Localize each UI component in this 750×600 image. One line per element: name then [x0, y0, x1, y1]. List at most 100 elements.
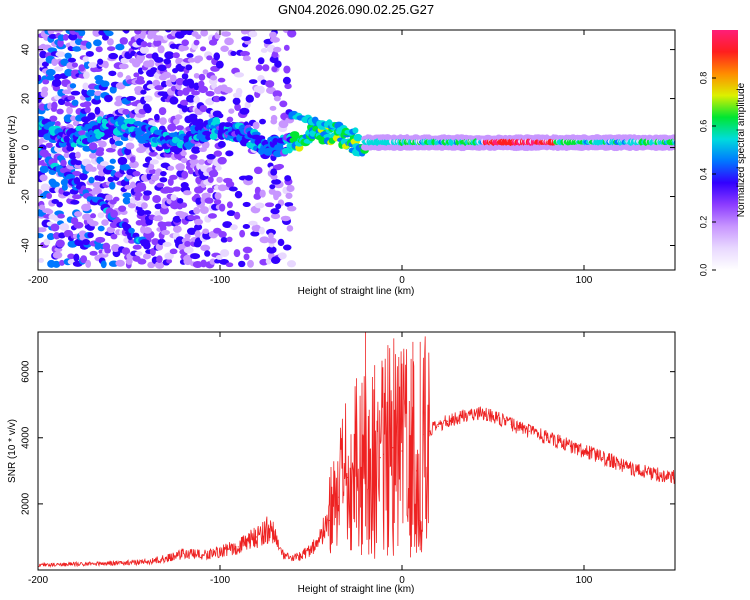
snr-point	[319, 536, 321, 538]
heatmap-cell	[100, 80, 110, 88]
heatmap-cell	[269, 184, 276, 190]
heatmap-cell	[271, 179, 282, 185]
heatmap-cell	[280, 215, 291, 222]
heatmap-cell	[128, 160, 139, 169]
heatmap-cell	[133, 72, 140, 78]
heatmap-cell	[221, 31, 232, 37]
snr-point	[164, 557, 166, 560]
heatmap-cell	[177, 198, 184, 204]
heatmap-cell	[113, 196, 120, 202]
heatmap-cell	[159, 117, 167, 125]
heatmap-cell	[186, 53, 194, 58]
heatmap-cell	[191, 146, 201, 154]
heatmap-cell	[132, 170, 141, 177]
heatmap-cell	[199, 104, 208, 113]
heatmap-cell	[140, 89, 147, 95]
heatmap-cell	[260, 47, 268, 53]
heatmap-cell	[96, 146, 105, 153]
heatmap-cell	[187, 57, 196, 63]
heatmap-cell	[129, 181, 136, 189]
heatmap-cell	[81, 203, 91, 212]
heatmap-cell	[187, 168, 194, 175]
heatmap-cell	[70, 90, 81, 96]
heatmap-cell	[38, 74, 42, 82]
heatmap-cell	[100, 161, 109, 167]
heatmap-cell	[163, 58, 171, 65]
heatmap-cell	[150, 67, 158, 73]
heatmap-cell	[234, 211, 241, 220]
snr-point	[283, 556, 285, 558]
heatmap-cell	[266, 228, 276, 236]
heatmap-cell	[188, 113, 198, 120]
heatmap-cell	[49, 115, 58, 122]
heatmap-cell	[127, 202, 137, 209]
heatmap-cell	[193, 206, 201, 215]
heatmap-cell	[220, 45, 229, 52]
heatmap-cell	[212, 95, 221, 103]
heatmap-cell	[72, 194, 82, 200]
heatmap-cell	[87, 232, 94, 239]
heatmap-cell	[255, 64, 263, 71]
heatmap-cell	[45, 142, 53, 149]
heatmap-cell	[352, 127, 359, 134]
heatmap-cell	[118, 205, 127, 212]
heatmap-cell	[228, 108, 235, 114]
snr-point	[237, 546, 239, 548]
heatmap-cell	[62, 191, 71, 197]
heatmap-cell	[154, 85, 165, 91]
heatmap-cell	[161, 71, 172, 79]
heatmap-cell	[254, 186, 261, 195]
heatmap-cell	[170, 194, 177, 201]
heatmap-cell	[45, 209, 54, 215]
heatmap-cell	[134, 192, 143, 198]
heatmap-cell	[279, 100, 288, 108]
heatmap-cell	[265, 80, 275, 88]
heatmap-cell	[147, 59, 155, 68]
heatmap-cell	[175, 236, 185, 245]
heatmap-cell	[206, 55, 213, 61]
heatmap-cell	[175, 77, 185, 86]
heatmap-cell	[97, 225, 105, 232]
heatmap-cell	[248, 220, 258, 226]
snr-point	[255, 536, 257, 538]
heatmap-cell	[247, 259, 254, 268]
heatmap-cell	[239, 107, 250, 115]
heatmap-cell	[219, 249, 230, 258]
heatmap-cell	[161, 229, 171, 236]
heatmap-cell	[218, 203, 226, 212]
heatmap-cell	[59, 223, 70, 231]
heatmap-cell	[194, 223, 203, 231]
heatmap-cell	[109, 86, 117, 94]
heatmap-cell	[39, 174, 48, 182]
bottom-x-tick-label: 0	[399, 575, 405, 586]
heatmap-cell	[140, 41, 148, 48]
heatmap-cell	[115, 259, 125, 267]
heatmap-cell	[184, 240, 191, 247]
heatmap-cell	[157, 64, 167, 72]
heatmap-cell	[159, 206, 170, 215]
heatmap-cell	[63, 152, 70, 159]
heatmap-cell	[38, 227, 47, 233]
heatmap-cell	[126, 96, 136, 101]
heatmap-cell	[97, 175, 106, 182]
top-y-tick-label: -40	[21, 238, 32, 253]
heatmap-cell	[207, 187, 214, 194]
heatmap-cell	[204, 250, 211, 257]
heatmap-cell	[259, 236, 270, 244]
heatmap-cell	[201, 192, 211, 199]
heatmap-cell	[181, 73, 189, 80]
heatmap-cell	[143, 241, 151, 250]
snr-point	[368, 470, 370, 472]
heatmap-cell	[259, 189, 266, 198]
heatmap-cell	[89, 166, 97, 172]
colorbar-label: Normalized spectral amplitude	[736, 82, 747, 217]
bottom-x-axis-label: Height of straight line (km)	[298, 584, 415, 595]
heatmap-cell	[51, 101, 58, 110]
heatmap-cell	[164, 252, 174, 260]
heatmap-cell	[80, 255, 88, 264]
heatmap-cell	[243, 253, 250, 261]
heatmap-cell	[78, 130, 86, 136]
heatmap-cell	[136, 75, 145, 82]
heatmap-cell	[69, 83, 77, 89]
heatmap-cell	[254, 202, 265, 209]
